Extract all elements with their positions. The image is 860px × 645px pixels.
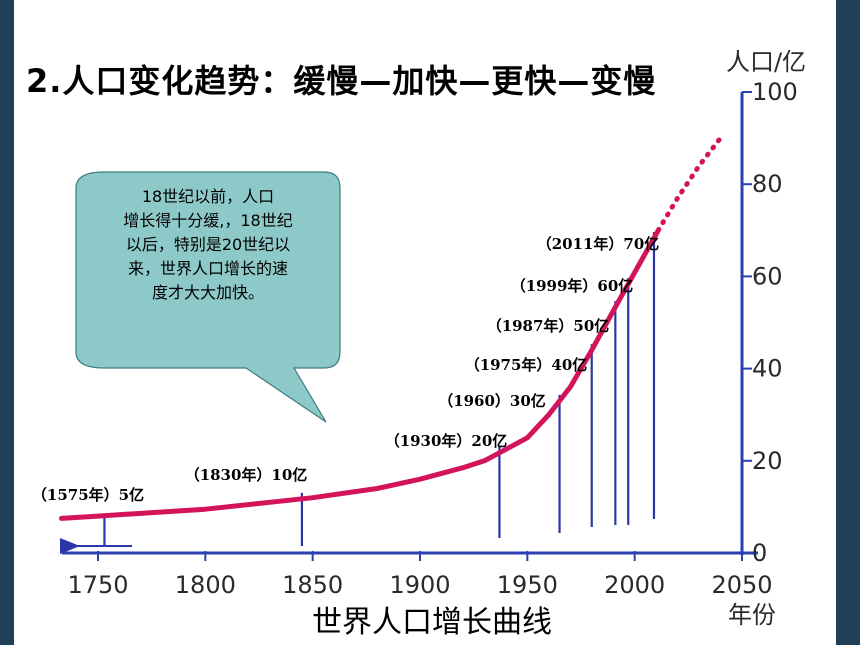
callout-line: 来，世界人口增长的速 [128,259,288,278]
point-annotation-label: （1987年）50亿 [487,317,610,335]
y-axis-title: 人口/亿 [726,48,806,76]
speech-bubble-shape [75,171,341,423]
x-tick-label: 2050 [711,571,772,599]
slide: 2.人口变化趋势：缓慢—加快—更快—变慢 18世纪以前，人口增长得十分缓,，18… [14,0,836,645]
callout-text: 18世纪以前，人口增长得十分缓,，18世纪以后，特别是20世纪以来，世界人口增长… [123,187,292,302]
point-annotations: （1575年）5亿 （1830年）10亿 （1930年）20亿 （1960）30亿 （1… [32,235,659,504]
point-annotation-label: （1975年）40亿 [465,356,588,374]
x-tick-label: 1950 [497,571,558,599]
callout-line: 增长得十分缓,，18世纪 [123,211,292,230]
x-tick-label: 1900 [389,571,450,599]
population-chart: 18世纪以前，人口增长得十分缓,，18世纪以后，特别是20世纪以来，世界人口增长… [32,48,806,640]
y-tick-label: 40 [752,355,783,383]
callout-line: 以后，特别是20世纪以 [126,235,290,254]
projection-curve [655,135,723,233]
slide-heading: 2.人口变化趋势：缓慢—加快—更快—变慢 [26,62,657,100]
y-tick-label: 60 [752,262,783,290]
chart-title: 世界人口增长曲线 [312,605,552,640]
y-tick-label: 20 [752,447,783,475]
y-tick-label: 80 [752,170,783,198]
point-annotation-label: （1930年）20亿 [385,432,508,450]
point-annotation-label: （1999年）60亿 [511,277,634,295]
curves [59,135,723,521]
x-tick-label: 2000 [604,571,665,599]
point-annotation-label: （1960）30亿 [438,392,546,410]
x-axis-title: 年份 [728,601,776,629]
y-tick-label: 0 [752,539,767,567]
axes: 1750 1800 1850 1900 1950 2000 2050 0 20 40 60 80 100… [62,48,806,629]
point-annotation-label: （1830年）10亿 [185,466,308,484]
x-tick-label: 1750 [67,571,128,599]
callout-line: 度才大大加快。 [152,283,264,302]
population-curve [59,227,661,521]
callout-line: 18世纪以前，人口 [142,187,274,206]
x-tick-label: 1850 [282,571,343,599]
x-tick-label: 1800 [175,571,236,599]
year-markers [103,231,656,546]
point-annotation-label: （2011年）70亿 [537,235,660,253]
speech-callout: 18世纪以前，人口增长得十分缓,，18世纪以后，特别是20世纪以来，世界人口增长… [75,171,341,423]
y-tick-label: 100 [752,78,798,106]
point-annotation-label: （1575年）5亿 [32,486,144,504]
